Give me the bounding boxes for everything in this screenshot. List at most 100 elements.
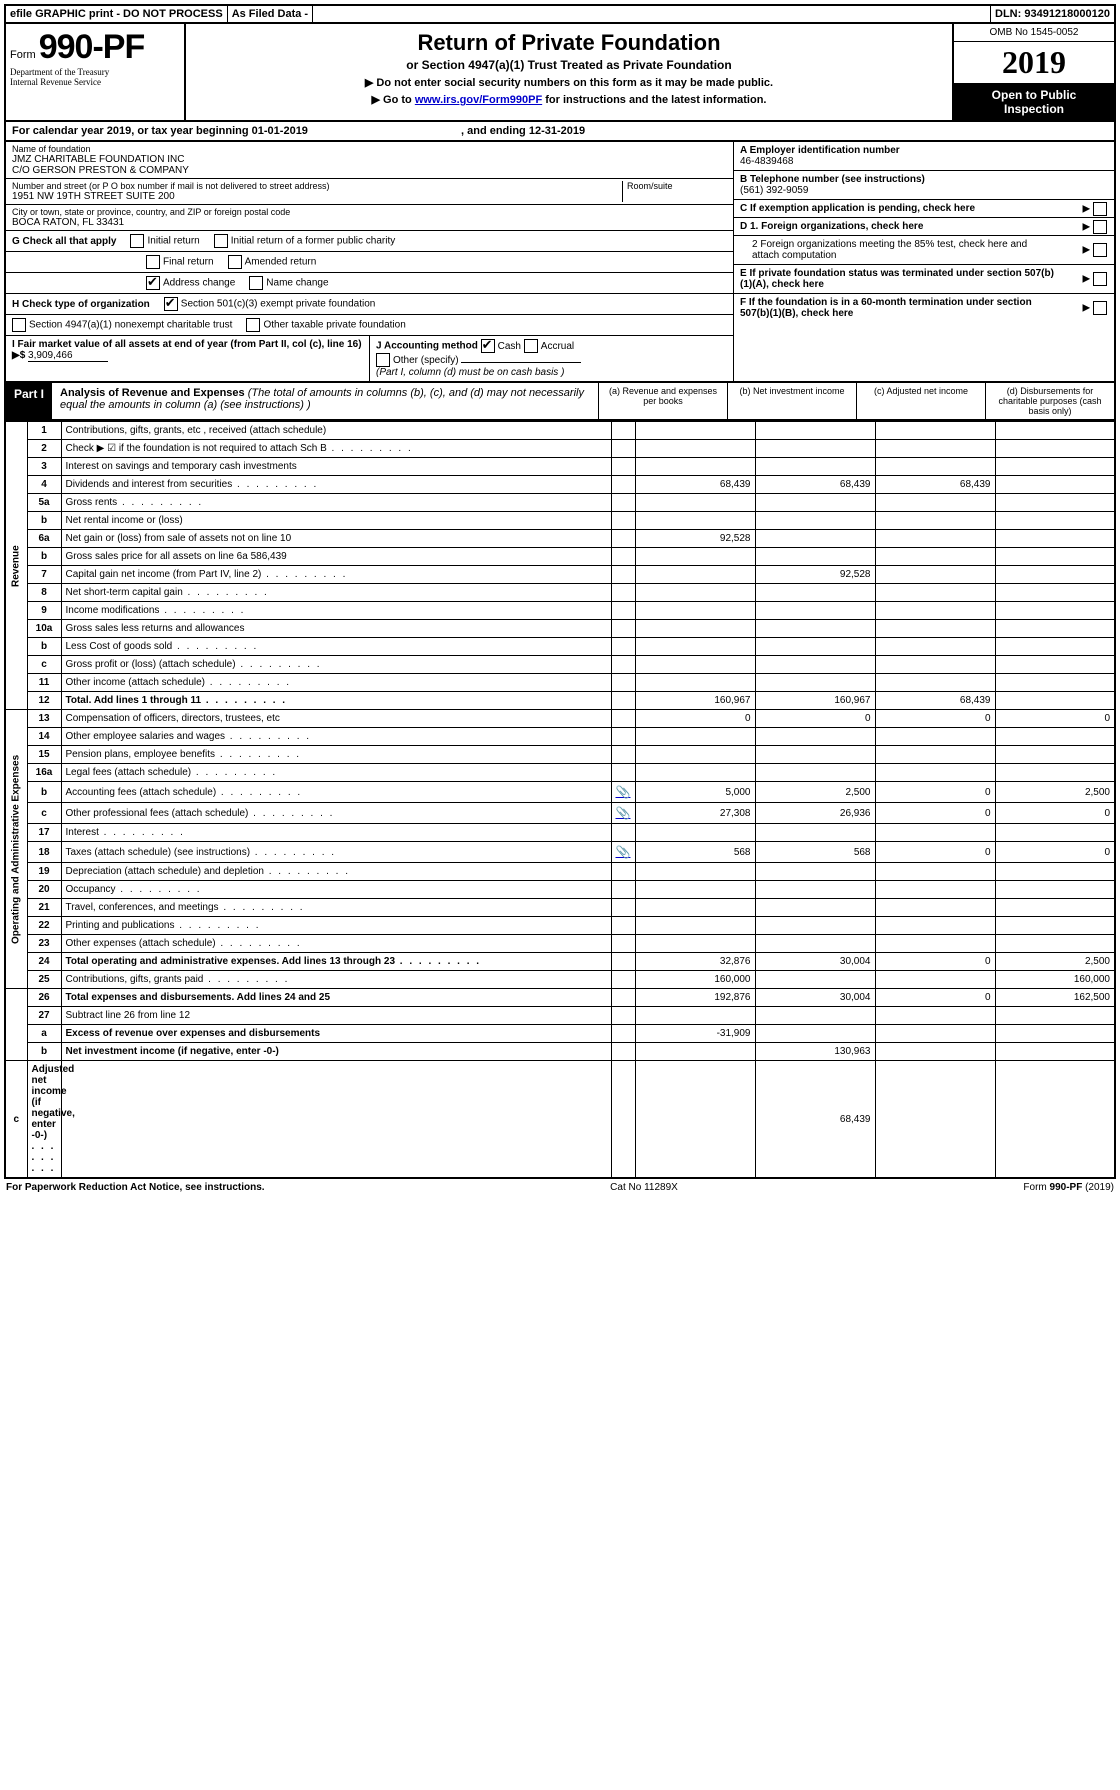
line-description: Income modifications bbox=[61, 602, 611, 620]
line-number: 2 bbox=[27, 440, 61, 458]
attachment-icon-cell bbox=[611, 710, 635, 728]
value-cell: 68,439 bbox=[755, 1061, 875, 1179]
j-cash[interactable]: Cash bbox=[481, 341, 521, 352]
foundation-care-of: C/O GERSON PRESTON & COMPANY bbox=[12, 165, 727, 176]
instructions-link[interactable]: www.irs.gov/Form990PF bbox=[415, 94, 542, 106]
value-cell bbox=[875, 971, 995, 989]
table-row: Operating and Administrative Expenses13C… bbox=[5, 710, 1115, 728]
j-other-input[interactable] bbox=[461, 362, 581, 363]
g-name-change[interactable]: Name change bbox=[249, 276, 328, 290]
value-cell bbox=[635, 899, 755, 917]
attachment-icon-cell bbox=[611, 989, 635, 1007]
value-cell bbox=[755, 824, 875, 842]
c-label: C If exemption application is pending, c… bbox=[740, 203, 975, 214]
value-cell bbox=[875, 764, 995, 782]
attachment-icon-cell bbox=[611, 494, 635, 512]
value-cell bbox=[875, 512, 995, 530]
value-cell bbox=[995, 512, 1115, 530]
f-checkbox[interactable]: ▶ bbox=[1083, 301, 1110, 315]
e-checkbox[interactable]: ▶ bbox=[1083, 272, 1110, 286]
attachment-icon-cell[interactable]: 📎 bbox=[611, 842, 635, 863]
goto-suffix: for instructions and the latest informat… bbox=[545, 94, 766, 106]
value-cell bbox=[995, 935, 1115, 953]
value-cell: 68,439 bbox=[875, 692, 995, 710]
value-cell bbox=[875, 494, 995, 512]
c-checkbox[interactable]: ▶ bbox=[1083, 202, 1110, 216]
table-row: bNet investment income (if negative, ent… bbox=[5, 1043, 1115, 1061]
value-cell bbox=[635, 1007, 755, 1025]
line-description: Interest bbox=[61, 824, 611, 842]
value-cell: 0 bbox=[875, 953, 995, 971]
line-number: 23 bbox=[27, 935, 61, 953]
value-cell bbox=[635, 512, 755, 530]
line-number: 12 bbox=[27, 692, 61, 710]
attachment-icon[interactable]: 📎 bbox=[616, 806, 631, 820]
line-description: Check ▶ ☑ if the foundation is not requi… bbox=[61, 440, 611, 458]
line-description: Contributions, gifts, grants paid bbox=[61, 971, 611, 989]
value-cell: 0 bbox=[755, 710, 875, 728]
table-row: 2Check ▶ ☑ if the foundation is not requ… bbox=[5, 440, 1115, 458]
value-cell: 92,528 bbox=[635, 530, 755, 548]
value-cell bbox=[875, 674, 995, 692]
line-number: 9 bbox=[27, 602, 61, 620]
value-cell bbox=[875, 620, 995, 638]
value-cell bbox=[875, 584, 995, 602]
value-cell: 30,004 bbox=[755, 953, 875, 971]
line-description: Gross sales price for all assets on line… bbox=[61, 548, 611, 566]
value-cell: 568 bbox=[635, 842, 755, 863]
j-accrual[interactable]: Accrual bbox=[524, 341, 574, 352]
value-cell bbox=[995, 1043, 1115, 1061]
line-description: Total operating and administrative expen… bbox=[61, 953, 611, 971]
attachment-icon-cell bbox=[611, 1025, 635, 1043]
attachment-icon-cell bbox=[611, 824, 635, 842]
table-row: 4Dividends and interest from securities6… bbox=[5, 476, 1115, 494]
attachment-icon-cell bbox=[611, 692, 635, 710]
value-cell bbox=[755, 1025, 875, 1043]
h-501c3[interactable]: Section 501(c)(3) exempt private foundat… bbox=[164, 297, 376, 311]
attachment-icon-cell[interactable]: 📎 bbox=[611, 782, 635, 803]
value-cell bbox=[875, 1061, 995, 1179]
g-amended[interactable]: Amended return bbox=[228, 255, 317, 269]
line-description: Depreciation (attach schedule) and deple… bbox=[61, 863, 611, 881]
d1-checkbox[interactable]: ▶ bbox=[1083, 220, 1110, 234]
value-cell bbox=[635, 620, 755, 638]
value-cell bbox=[995, 638, 1115, 656]
value-cell: 160,967 bbox=[635, 692, 755, 710]
value-cell bbox=[755, 620, 875, 638]
dln: DLN: 93491218000120 bbox=[991, 6, 1114, 22]
line-number: 14 bbox=[27, 728, 61, 746]
j-note: (Part I, column (d) must be on cash basi… bbox=[376, 367, 564, 378]
form-title: Return of Private Foundation bbox=[192, 30, 946, 56]
value-cell: 2,500 bbox=[995, 953, 1115, 971]
j-other[interactable]: Other (specify) bbox=[376, 355, 459, 366]
value-cell bbox=[635, 602, 755, 620]
g-address-change[interactable]: Address change bbox=[146, 276, 235, 290]
foundation-name: JMZ CHARITABLE FOUNDATION INC bbox=[12, 154, 727, 165]
inspection-line1: Open to Public bbox=[992, 88, 1077, 102]
line-description: Compensation of officers, directors, tru… bbox=[61, 710, 611, 728]
table-row: 19Depreciation (attach schedule) and dep… bbox=[5, 863, 1115, 881]
attachment-icon-cell[interactable]: 📎 bbox=[611, 803, 635, 824]
line-description: Gross sales less returns and allowances bbox=[61, 620, 611, 638]
ein-value: 46-4839468 bbox=[740, 156, 1108, 167]
g-initial[interactable]: Initial return bbox=[130, 234, 199, 248]
h-4947[interactable]: Section 4947(a)(1) nonexempt charitable … bbox=[12, 318, 232, 332]
value-cell bbox=[755, 1007, 875, 1025]
line-number: 6a bbox=[27, 530, 61, 548]
dept-treasury: Department of the Treasury bbox=[10, 67, 180, 77]
d2-checkbox[interactable]: ▶ bbox=[1083, 243, 1110, 257]
attachment-icon[interactable]: 📎 bbox=[616, 785, 631, 799]
line-number: 3 bbox=[27, 458, 61, 476]
attachment-icon-cell bbox=[611, 971, 635, 989]
attachment-icon[interactable]: 📎 bbox=[616, 845, 631, 859]
f-label: F If the foundation is in a 60-month ter… bbox=[740, 297, 1060, 319]
value-cell bbox=[635, 764, 755, 782]
value-cell: 160,000 bbox=[635, 971, 755, 989]
g-final[interactable]: Final return bbox=[146, 255, 214, 269]
h-other-taxable[interactable]: Other taxable private foundation bbox=[246, 318, 405, 332]
name-label: Name of foundation bbox=[12, 144, 727, 154]
i-value: 3,909,466 bbox=[28, 350, 108, 362]
value-cell bbox=[875, 656, 995, 674]
g-initial-former[interactable]: Initial return of a former public charit… bbox=[214, 234, 396, 248]
line-number: 4 bbox=[27, 476, 61, 494]
